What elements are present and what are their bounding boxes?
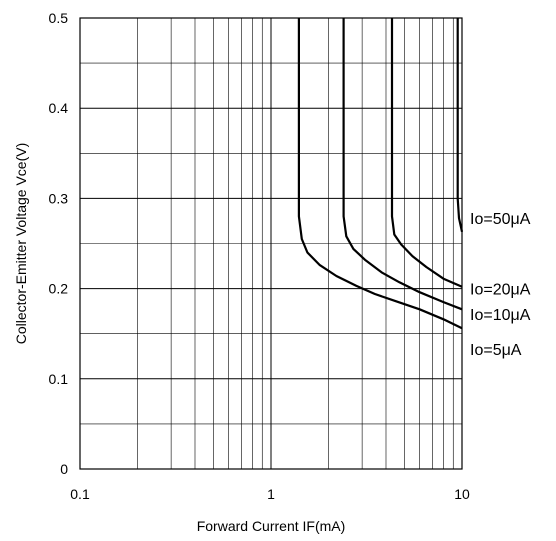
series-label-0: Io=5μA [470, 342, 522, 359]
series-labels: Io=5μA Io=10μA Io=20μA Io=50μA [470, 211, 531, 359]
series-label-2: Io=20μA [470, 282, 531, 299]
y-tick-label: 0.4 [49, 100, 69, 116]
grid [80, 18, 462, 469]
series-group [297, 18, 464, 330]
series-line-0 [297, 18, 463, 330]
x-tick-labels: 0.1 1 10 [70, 486, 470, 502]
series-line-1 [342, 18, 463, 311]
y-tick-label: 0.2 [49, 281, 69, 297]
x-tick-label: 1 [267, 486, 275, 502]
series-line-2 [390, 18, 463, 288]
y-tick-label: 0.1 [49, 371, 69, 387]
x-axis-title: Forward Current IF(mA) [197, 518, 346, 534]
y-tick-label: 0.5 [49, 10, 69, 26]
y-tick-labels: 0 0.1 0.2 0.3 0.4 0.5 [49, 10, 69, 477]
y-tick-label: 0 [60, 461, 68, 477]
series-line-3 [456, 18, 464, 233]
y-axis-title: Collector-Emitter Voltage Vce(V) [13, 143, 29, 345]
series-label-1: Io=10μA [470, 307, 531, 324]
series-label-3: Io=50μA [470, 211, 531, 228]
plot-frame [79, 17, 463, 470]
x-tick-label: 0.1 [70, 486, 90, 502]
y-tick-label: 0.3 [49, 190, 69, 206]
x-tick-label: 10 [454, 486, 470, 502]
